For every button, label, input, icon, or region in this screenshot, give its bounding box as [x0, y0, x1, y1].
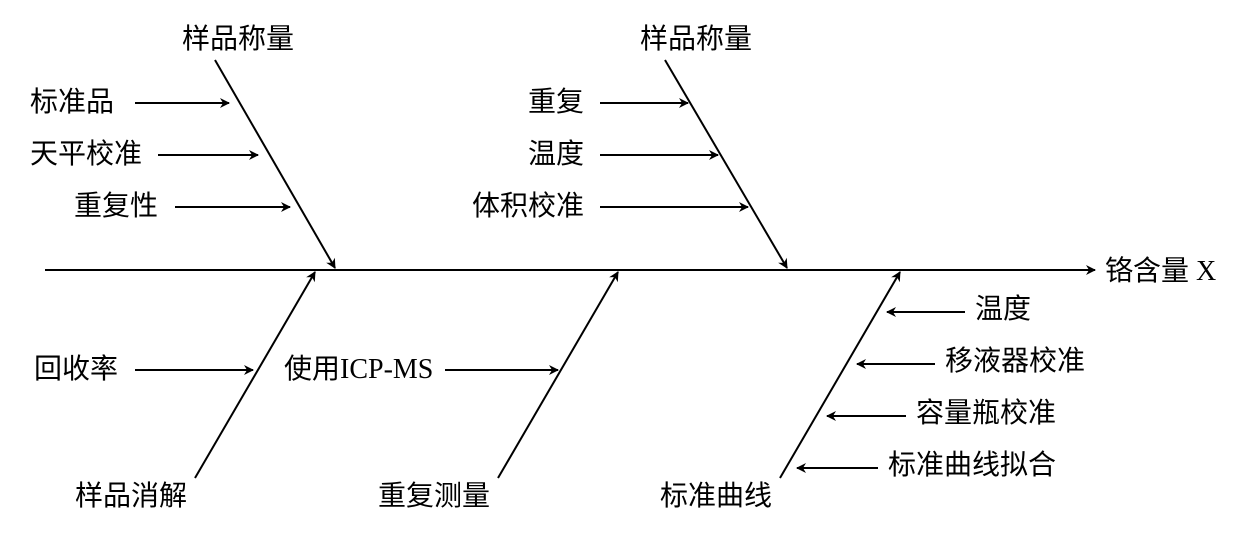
sub-label-b1-2: 重复性	[74, 190, 158, 222]
sub-label-b5-2: 容量瓶校准	[916, 397, 1056, 429]
bone-title-b3: 样品消解	[75, 480, 187, 512]
sub-label-b1-1: 天平校准	[30, 138, 142, 170]
bone-title-b4: 重复测量	[378, 480, 490, 512]
sub-label-b2-0: 重复	[528, 86, 584, 118]
bone-title-b5: 标准曲线	[660, 480, 772, 512]
sub-label-b2-1: 温度	[528, 138, 584, 170]
bone-b2	[665, 60, 787, 268]
output-label: 铬含量 X	[1105, 255, 1216, 287]
bone-title-b2: 样品称量	[640, 23, 752, 55]
sub-label-b5-0: 温度	[975, 293, 1031, 325]
bone-b5	[780, 272, 900, 478]
bone-b1	[215, 60, 335, 268]
sub-label-b5-3: 标准曲线拟合	[888, 449, 1056, 481]
sub-label-b5-1: 移液器校准	[945, 345, 1085, 377]
sub-label-b3-0: 回收率	[34, 353, 118, 385]
fishbone-diagram: 铬含量 X样品称量标准品天平校准重复性样品称量重复温度体积校准样品消解回收率重复…	[0, 0, 1240, 538]
sub-label-b2-2: 体积校准	[472, 190, 584, 222]
sub-label-b1-0: 标准品	[30, 86, 114, 118]
sub-label-b4-0: 使用ICP-MS	[284, 353, 433, 385]
bone-title-b1: 样品称量	[182, 23, 294, 55]
bone-b4	[498, 272, 618, 478]
